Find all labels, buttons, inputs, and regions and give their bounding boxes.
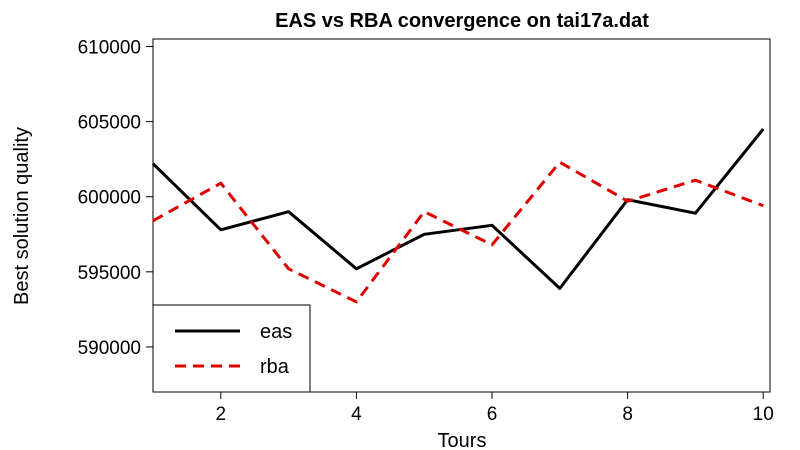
legend: eas rba — [152, 304, 311, 393]
x-tick-label: 4 — [351, 404, 362, 425]
chart-title: EAS vs RBA convergence on tai17a.dat — [275, 10, 649, 32]
legend-label-eas: eas — [260, 321, 292, 343]
x-tick-label: 2 — [216, 404, 227, 425]
y-tick-label: 590000 — [78, 338, 141, 359]
y-axis: 590000 595000 600000 605000 610000 — [78, 38, 153, 359]
series-line-rba — [152, 160, 764, 304]
legend-box — [152, 304, 311, 393]
x-axis: 2 4 6 8 10 — [216, 392, 774, 425]
x-tick-label: 8 — [622, 404, 633, 425]
legend-label-rba: rba — [260, 356, 290, 378]
plot-frame — [152, 38, 771, 393]
y-tick-label: 605000 — [78, 113, 141, 134]
x-axis-label: Tours — [438, 430, 487, 450]
x-tick-label: 10 — [753, 404, 774, 425]
y-tick-label: 595000 — [78, 263, 141, 284]
series-layer — [151, 128, 765, 304]
x-tick-label: 6 — [487, 404, 498, 425]
y-axis-label: Best solution quality — [11, 127, 33, 305]
series-line-eas — [151, 128, 765, 290]
y-tick-label: 600000 — [78, 188, 141, 209]
y-tick-label: 610000 — [78, 38, 141, 59]
